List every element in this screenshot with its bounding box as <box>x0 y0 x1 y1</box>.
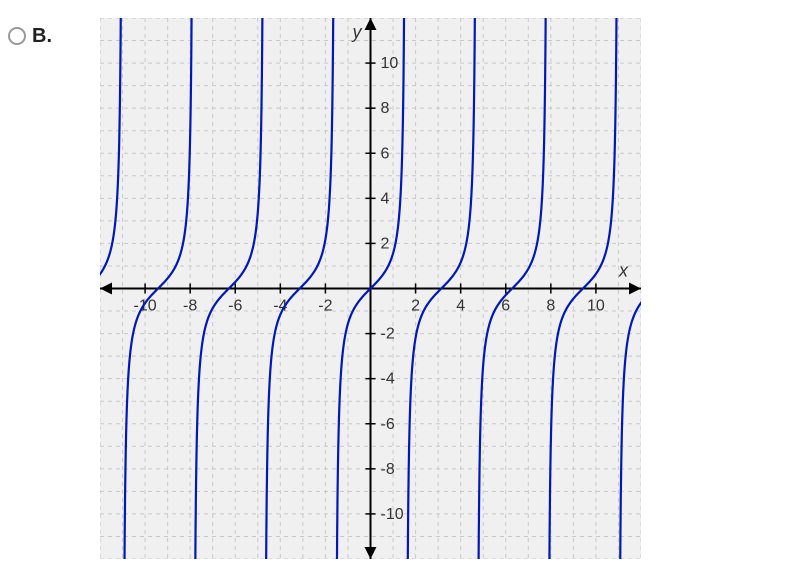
svg-text:-6: -6 <box>381 416 395 433</box>
svg-text:6: 6 <box>381 145 390 162</box>
svg-text:10: 10 <box>587 298 605 315</box>
svg-text:-6: -6 <box>228 298 242 315</box>
svg-text:-10: -10 <box>134 298 157 315</box>
svg-text:8: 8 <box>546 298 555 315</box>
svg-text:10: 10 <box>381 55 399 72</box>
svg-text:2: 2 <box>411 298 420 315</box>
svg-text:-10: -10 <box>381 506 404 523</box>
tangent-graph: -10-8-6-4-2246810-10-8-6-4-2246810yx <box>100 18 641 559</box>
svg-text:-8: -8 <box>381 461 395 478</box>
radio-unselected-icon[interactable] <box>8 27 26 45</box>
option-label: B. <box>32 25 52 48</box>
svg-text:-2: -2 <box>318 298 332 315</box>
svg-text:8: 8 <box>381 100 390 117</box>
svg-text:y: y <box>351 22 363 42</box>
svg-text:4: 4 <box>381 190 390 207</box>
svg-text:4: 4 <box>456 298 465 315</box>
svg-text:-2: -2 <box>381 326 395 343</box>
svg-text:2: 2 <box>381 235 390 252</box>
chart-canvas: -10-8-6-4-2246810-10-8-6-4-2246810yx <box>100 18 641 559</box>
svg-text:-8: -8 <box>183 298 197 315</box>
answer-option-b[interactable]: B. <box>8 25 52 48</box>
svg-text:x: x <box>618 261 629 281</box>
svg-text:-4: -4 <box>381 371 395 388</box>
